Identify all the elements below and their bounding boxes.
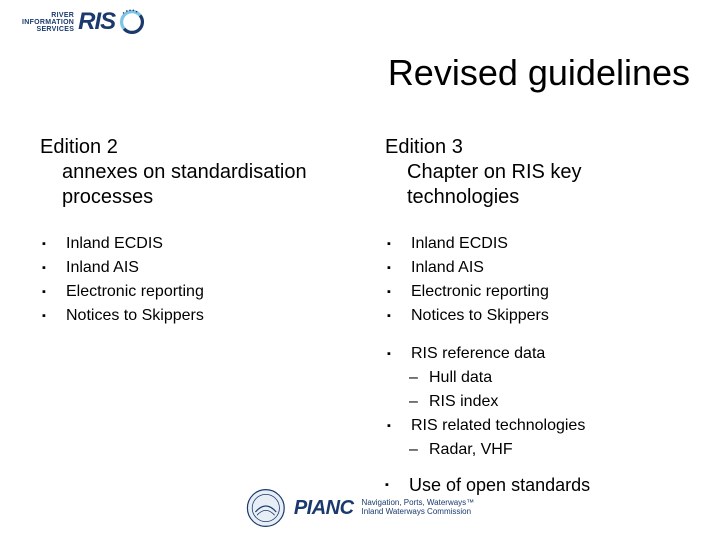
right-heading-sub: Chapter on RIS key technologies xyxy=(385,160,690,210)
right-bullets-b: RIS reference data xyxy=(385,342,690,366)
list-item: Inland ECDIS xyxy=(387,232,690,256)
ris-logo: RIVER INFORMATION SERVICES RIS xyxy=(22,8,145,36)
left-heading-sub: annexes on standardisation processes xyxy=(40,160,345,210)
left-heading-main: Edition 2 xyxy=(40,136,118,158)
pianc-logo: PIANC Navigation, Ports, Waterways™ Inla… xyxy=(246,488,474,528)
page-title: Revised guidelines xyxy=(388,52,690,94)
logo-line3: SERVICES xyxy=(22,26,74,33)
list-item: Inland AIS xyxy=(42,256,345,280)
list-item: RIS reference data xyxy=(387,342,690,366)
right-bullets-c: RIS related technologies xyxy=(385,414,690,438)
logo-ris-text: RIS xyxy=(78,8,115,36)
ref-sublist: Hull data RIS index xyxy=(385,366,690,414)
list-item: Hull data xyxy=(385,366,690,390)
list-item: Radar, VHF xyxy=(385,438,690,462)
list-item: Notices to Skippers xyxy=(42,304,345,328)
pianc-tag2: Inland Waterways Commission xyxy=(362,508,475,517)
right-bullets-a: Inland ECDIS Inland AIS Electronic repor… xyxy=(385,232,690,328)
right-column: Edition 3 Chapter on RIS key technologie… xyxy=(385,135,690,499)
content: Edition 2 annexes on standardisation pro… xyxy=(40,135,690,499)
left-column: Edition 2 annexes on standardisation pro… xyxy=(40,135,345,499)
logo-line1: RIVER xyxy=(22,12,74,19)
pianc-name: PIANC xyxy=(294,497,354,520)
logo-line2: INFORMATION xyxy=(22,19,74,26)
rel-sublist: Radar, VHF xyxy=(385,438,690,462)
seal-icon xyxy=(246,488,286,528)
list-item: Electronic reporting xyxy=(387,280,690,304)
pianc-text-block: PIANC xyxy=(294,497,354,520)
left-heading: Edition 2 annexes on standardisation pro… xyxy=(40,135,345,210)
list-item: Notices to Skippers xyxy=(387,304,690,328)
swirl-icon xyxy=(119,9,145,35)
logo-text: RIVER INFORMATION SERVICES xyxy=(22,12,74,33)
right-heading: Edition 3 Chapter on RIS key technologie… xyxy=(385,135,690,210)
left-bullets: Inland ECDIS Inland AIS Electronic repor… xyxy=(40,232,345,328)
list-item: Electronic reporting xyxy=(42,280,345,304)
pianc-tagline: Navigation, Ports, Waterways™ Inland Wat… xyxy=(362,499,475,517)
list-item: RIS related technologies xyxy=(387,414,690,438)
right-heading-main: Edition 3 xyxy=(385,136,463,158)
list-item: RIS index xyxy=(385,390,690,414)
list-item: Inland ECDIS xyxy=(42,232,345,256)
list-item: Inland AIS xyxy=(387,256,690,280)
